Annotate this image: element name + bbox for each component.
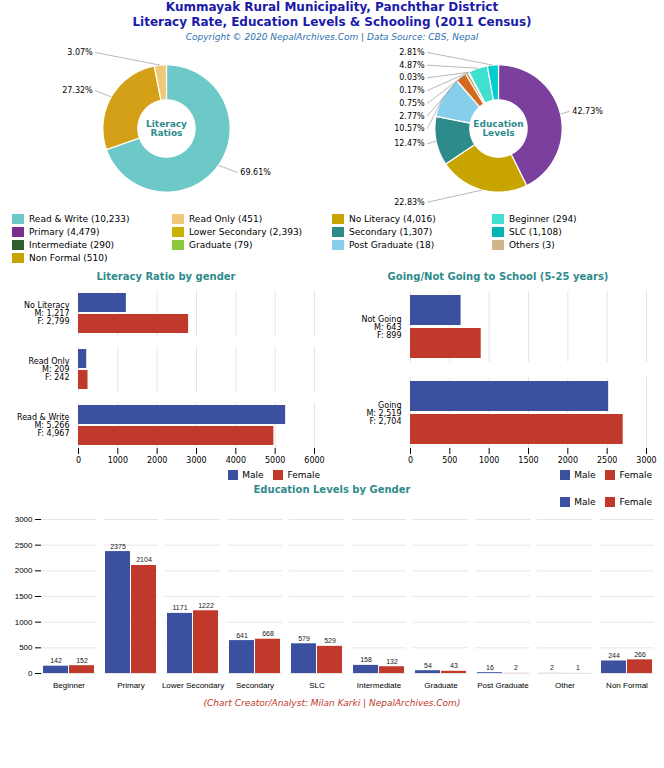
html-text:Copyright © 2020 NepalArchives: Copyright © 2020 NepalArchives.Com | Dat… [185,32,479,42]
svg-text:3.07%: 3.07% [67,48,93,57]
svg-text:2.77%: 2.77% [399,112,425,121]
svg-text:1500: 1500 [15,592,33,601]
svg-text:12.47%: 12.47% [394,139,425,148]
svg-text:2000: 2000 [558,456,578,465]
svg-text:266: 266 [634,651,646,658]
svg-text:LiteracyRatios: LiteracyRatios [146,119,187,138]
html-text:Literacy Rate, Education Level: Literacy Rate, Education Levels & School… [132,15,532,29]
html-text:Beginner (294): Beginner (294) [509,214,577,224]
html-text:Read Only (451): Read Only (451) [189,214,263,224]
html-text:Kummayak Rural Municipality, P: Kummayak Rural Municipality, Panchthar D… [165,0,499,14]
svg-text:1: 1 [576,664,580,671]
svg-text:668: 668 [262,630,274,637]
html-text:Female: Female [619,497,652,507]
svg-text:43: 43 [450,662,458,669]
html-text:Post Graduate (18): Post Graduate (18) [349,240,435,250]
svg-text:69.61%: 69.61% [240,168,271,177]
svg-text:2: 2 [550,664,554,671]
svg-text:2104: 2104 [136,556,152,563]
svg-text:5000: 5000 [265,456,285,465]
svg-text:Lower Secondary: Lower Secondary [162,681,224,690]
svg-text:1500: 1500 [518,456,538,465]
html-text:Male: Male [242,470,264,480]
html-text:Intermediate (290): Intermediate (290) [29,240,115,250]
svg-text:Secondary: Secondary [236,681,274,690]
html-text:Literacy Ratio by gender: Literacy Ratio by gender [96,271,236,282]
svg-text:Not GoingM: 643F: 899: Not GoingM: 643F: 899 [361,315,401,340]
svg-text:Intermediate: Intermediate [357,681,402,690]
svg-text:10.57%: 10.57% [394,124,425,133]
svg-text:0: 0 [408,456,413,465]
svg-text:GoingM: 2,519F: 2,704: GoingM: 2,519F: 2,704 [366,401,401,426]
svg-text:0.17%: 0.17% [399,86,425,95]
svg-text:2500: 2500 [597,456,617,465]
svg-text:EducationLevels: EducationLevels [473,119,523,138]
svg-text:54: 54 [424,662,432,669]
svg-text:0: 0 [76,456,81,465]
html-text:(Chart Creator/Analyst: Milan: (Chart Creator/Analyst: Milan Karki | Ne… [203,698,461,708]
svg-text:Read OnlyM: 209F: 242: Read OnlyM: 209F: 242 [29,357,70,382]
svg-text:2000: 2000 [15,566,33,575]
html-text:Primary (4,479): Primary (4,479) [29,227,100,237]
svg-text:Beginner: Beginner [53,681,85,690]
svg-text:1000: 1000 [108,456,128,465]
html-text:Female: Female [287,470,320,480]
svg-text:244: 244 [608,652,620,659]
html-text:Lower Secondary (2,393): Lower Secondary (2,393) [189,227,303,237]
html-text:Secondary (1,307): Secondary (1,307) [349,227,433,237]
svg-text:2375: 2375 [110,543,126,550]
svg-text:3000: 3000 [15,515,33,524]
svg-text:Post Graduate: Post Graduate [477,681,529,690]
svg-text:1000: 1000 [15,618,33,627]
svg-text:4.87%: 4.87% [399,61,425,70]
svg-text:3000: 3000 [186,456,206,465]
html-text:Going/Not Going to School (5-2: Going/Not Going to School (5-25 years) [387,271,609,282]
html-text:Others (3): Others (3) [509,240,555,250]
svg-text:42.73%: 42.73% [572,107,603,116]
svg-text:1000: 1000 [479,456,499,465]
svg-text:132: 132 [386,658,398,665]
svg-text:3000: 3000 [636,456,656,465]
svg-text:529: 529 [324,637,336,644]
html-text:SLC (1,108): SLC (1,108) [509,227,562,237]
svg-text:0: 0 [28,669,33,678]
svg-text:152: 152 [76,657,88,664]
html-text:Non Formal (510): Non Formal (510) [29,253,108,263]
svg-text:Other: Other [555,681,575,690]
svg-text:2: 2 [514,664,518,671]
html-text:Graduate (79): Graduate (79) [189,240,253,250]
html-text:Male: Male [574,497,596,507]
svg-text:2000: 2000 [147,456,167,465]
html-text:No Literacy (4,016): No Literacy (4,016) [349,214,436,224]
svg-text:579: 579 [298,635,310,642]
svg-text:27.32%: 27.32% [62,86,93,95]
svg-text:1171: 1171 [172,604,187,611]
svg-text:158: 158 [360,656,372,663]
svg-text:16: 16 [486,664,494,671]
svg-text:0.75%: 0.75% [399,99,425,108]
svg-text:500: 500 [19,643,33,652]
svg-text:2500: 2500 [15,541,33,550]
svg-text:Non Formal: Non Formal [606,681,648,690]
svg-text:1222: 1222 [198,602,214,609]
svg-text:6000: 6000 [304,456,324,465]
svg-text:641: 641 [236,632,248,639]
svg-text:0.03%: 0.03% [399,73,425,82]
svg-text:Primary: Primary [117,681,145,690]
svg-text:142: 142 [50,657,62,664]
html-text:Female: Female [619,470,652,480]
svg-text:4000: 4000 [226,456,246,465]
svg-text:No LiteracyM: 1,217F: 2,799: No LiteracyM: 1,217F: 2,799 [24,301,70,326]
svg-text:22.83%: 22.83% [394,198,425,207]
html-text:Read & Write (10,233): Read & Write (10,233) [29,214,130,224]
svg-text:500: 500 [442,456,457,465]
svg-text:Graduate: Graduate [424,681,458,690]
html-text:Male: Male [574,470,596,480]
svg-text:SLC: SLC [309,681,325,690]
html-text:Education Levels by Gender: Education Levels by Gender [253,484,411,495]
svg-text:2.81%: 2.81% [399,48,425,57]
svg-text:Read & WriteM: 5,266F: 4,967: Read & WriteM: 5,266F: 4,967 [17,413,70,438]
